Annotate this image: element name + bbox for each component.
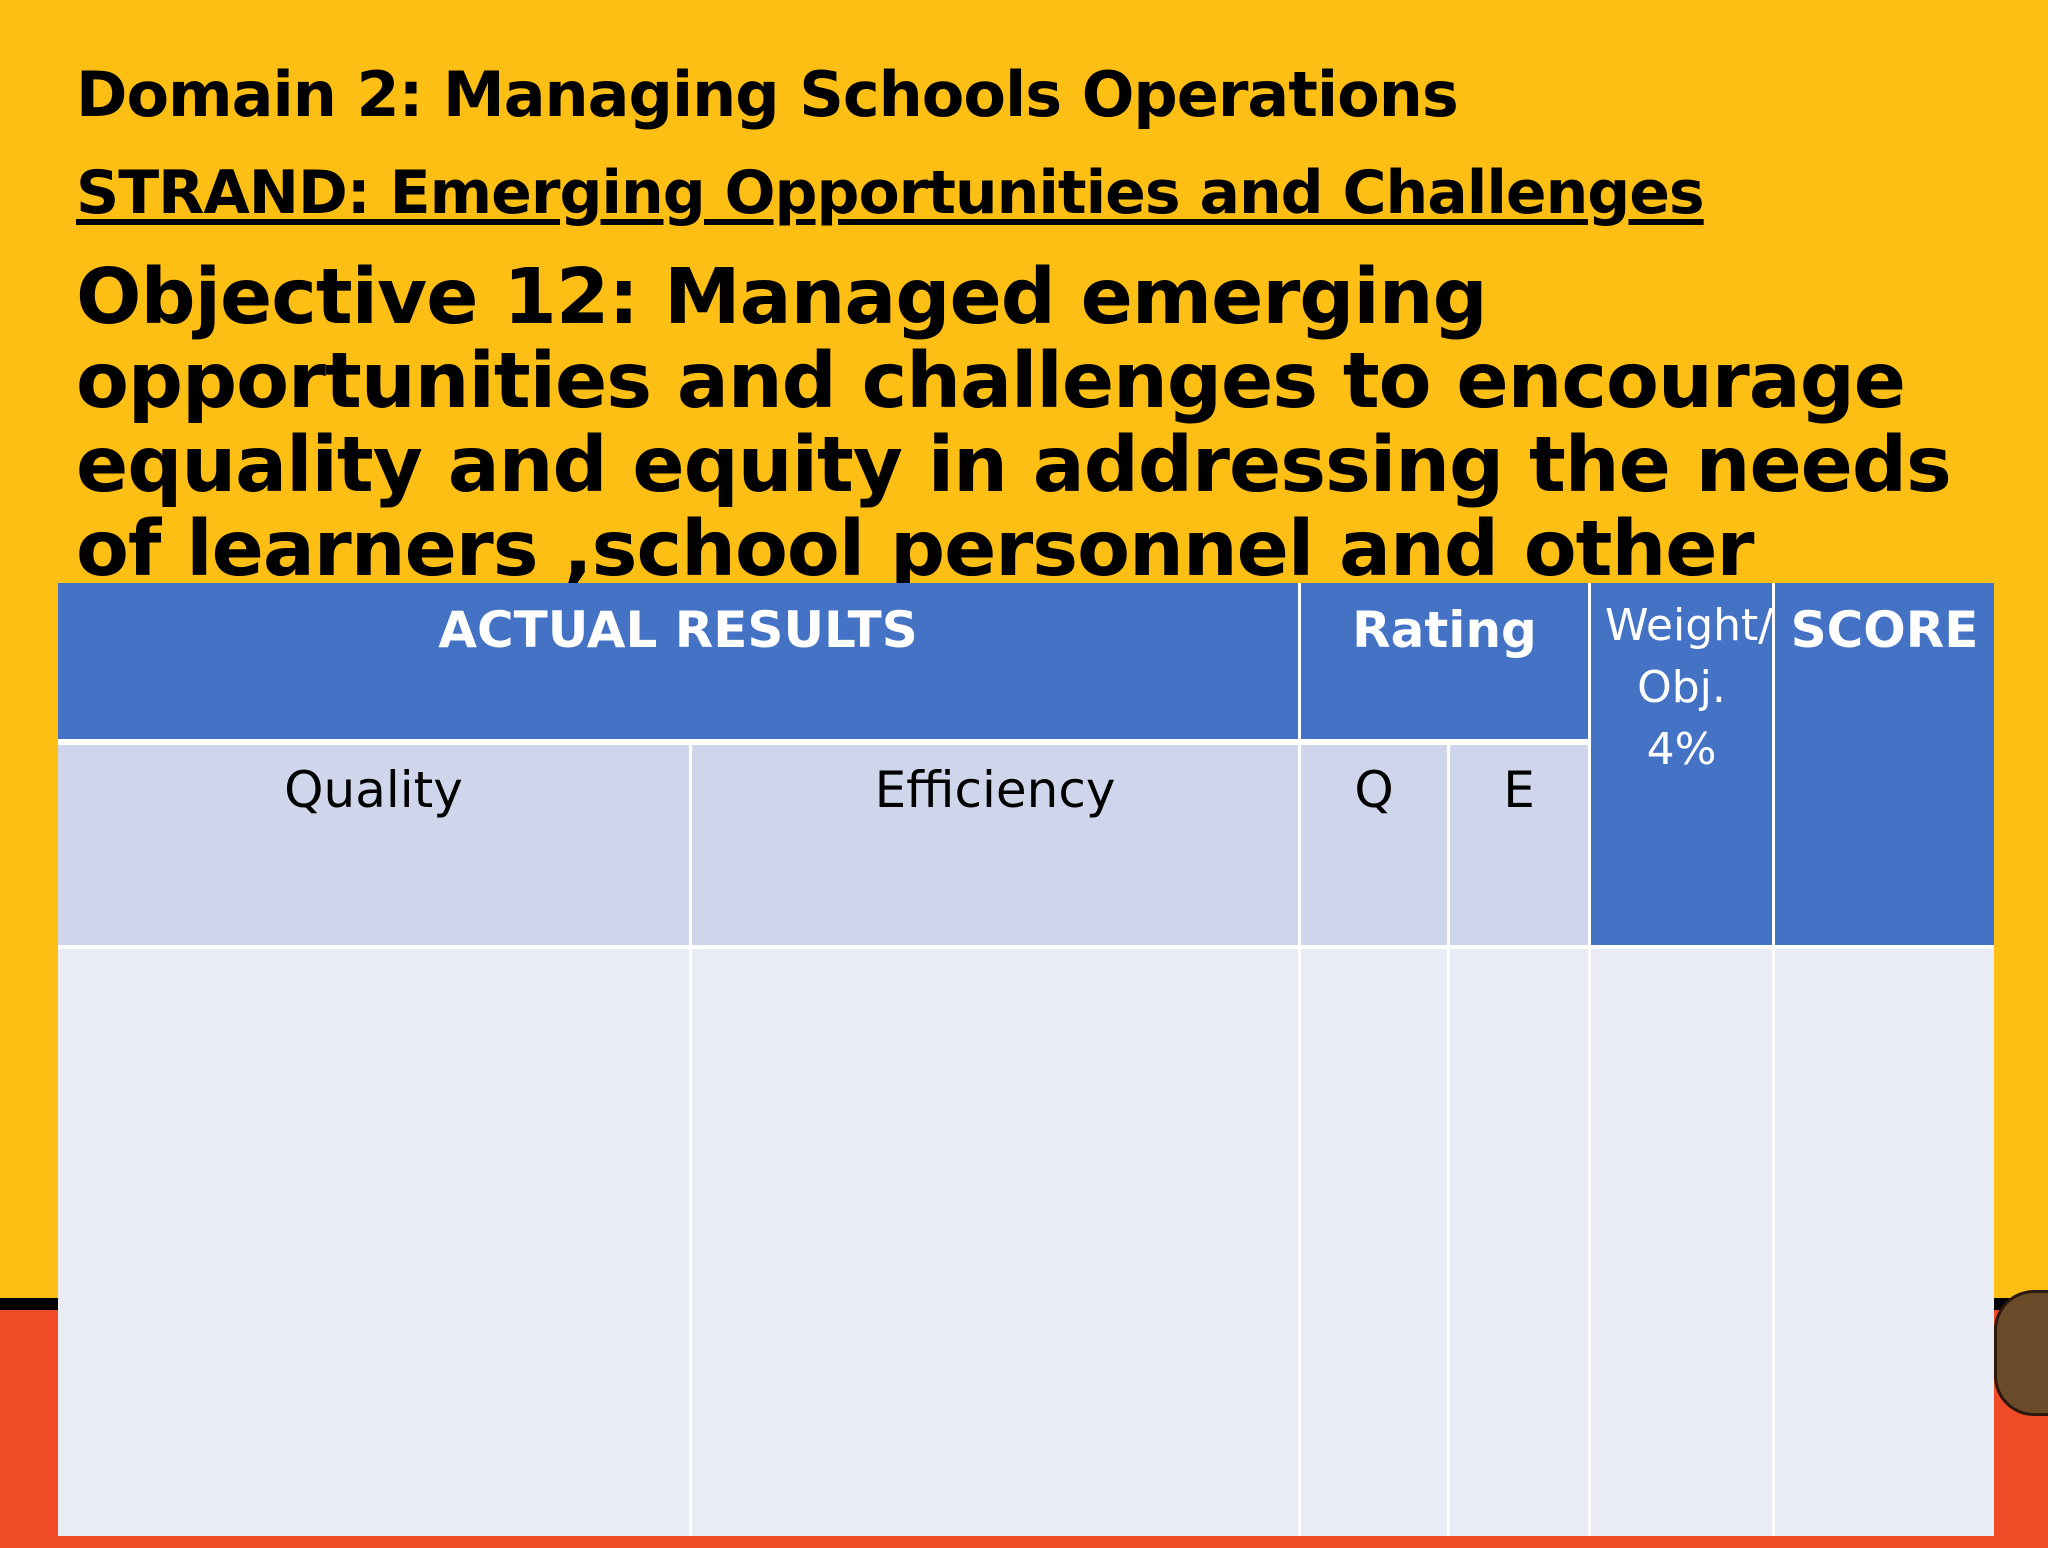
subheader-q: Q	[1301, 745, 1447, 945]
results-table: ACTUAL RESULTS Rating Weight/ Obj. 4% SC…	[58, 583, 1994, 1536]
subheader-efficiency: Efficiency	[692, 745, 1298, 945]
cell-rating-q[interactable]	[1301, 949, 1447, 1536]
cell-score[interactable]	[1775, 949, 1994, 1536]
cell-quality[interactable]	[58, 949, 689, 1536]
header-actual-results: ACTUAL RESULTS	[58, 583, 1298, 739]
subheader-e: E	[1450, 745, 1588, 945]
header-weight: Weight/ Obj. 4%	[1591, 583, 1773, 945]
header-score: SCORE	[1775, 583, 1994, 945]
cell-efficiency[interactable]	[692, 949, 1298, 1536]
strand-title: STRAND: Emerging Opportunities and Chall…	[76, 158, 1705, 228]
cell-rating-e[interactable]	[1450, 949, 1588, 1536]
domain-title: Domain 2: Managing Schools Operations	[76, 58, 1459, 131]
cell-weight[interactable]	[1591, 949, 1772, 1536]
decorative-ornament	[1994, 1290, 2048, 1416]
subheader-quality: Quality	[58, 745, 689, 945]
header-rating: Rating	[1301, 583, 1588, 739]
